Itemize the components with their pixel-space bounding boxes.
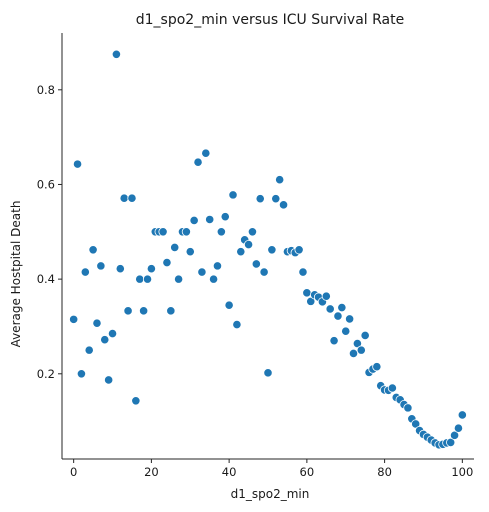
- data-point: [127, 193, 137, 203]
- data-point: [356, 345, 366, 355]
- x-tick-label: 60: [300, 465, 315, 479]
- y-tick-label: 0.6: [37, 177, 55, 191]
- data-point: [325, 304, 335, 314]
- plot-area: [69, 49, 467, 450]
- x-tick-label: 0: [70, 465, 77, 479]
- data-point: [372, 362, 382, 372]
- data-point: [69, 314, 79, 324]
- data-point: [197, 267, 207, 277]
- data-point: [142, 274, 153, 284]
- data-point: [247, 227, 258, 237]
- data-point: [275, 175, 285, 185]
- data-point: [104, 375, 114, 385]
- data-point: [224, 300, 234, 310]
- data-point: [170, 242, 180, 253]
- data-point: [387, 383, 397, 393]
- data-point: [139, 306, 149, 316]
- data-point: [298, 267, 308, 277]
- y-tick-label: 0.2: [37, 367, 55, 381]
- data-point: [88, 245, 98, 255]
- data-point: [185, 247, 195, 257]
- data-point: [449, 430, 460, 440]
- data-point: [201, 148, 211, 158]
- data-point: [259, 267, 269, 277]
- data-point: [220, 212, 230, 222]
- data-point: [84, 345, 94, 355]
- data-point: [236, 247, 246, 257]
- data-point: [271, 194, 281, 204]
- data-point: [111, 49, 122, 59]
- data-point: [76, 369, 87, 379]
- data-point: [92, 318, 102, 328]
- data-point: [278, 200, 289, 210]
- data-point: [166, 306, 176, 316]
- data-point: [321, 291, 331, 301]
- data-point: [131, 396, 141, 406]
- y-axis-label: Average Hostpital Death: [9, 201, 23, 348]
- data-point: [333, 311, 343, 321]
- data-point: [212, 261, 223, 271]
- data-point: [228, 190, 238, 200]
- data-point: [329, 336, 339, 346]
- data-point: [123, 306, 133, 316]
- data-point: [232, 319, 242, 330]
- data-point: [96, 261, 106, 271]
- data-point: [453, 423, 464, 433]
- data-point: [360, 330, 370, 341]
- x-axis-label: d1_spo2_min: [231, 487, 310, 501]
- data-point: [345, 314, 355, 324]
- data-point: [189, 215, 199, 226]
- data-point: [119, 193, 129, 203]
- data-point: [348, 348, 359, 359]
- data-point: [403, 403, 413, 413]
- data-point: [72, 159, 83, 169]
- x-tick-label: 80: [377, 465, 392, 479]
- data-point: [263, 368, 273, 378]
- data-point: [115, 264, 125, 274]
- data-point: [100, 335, 110, 345]
- data-point: [457, 410, 467, 420]
- chart-title: d1_spo2_min versus ICU Survival Rate: [136, 12, 404, 28]
- data-point: [267, 245, 277, 255]
- y-tick-label: 0.8: [37, 83, 55, 97]
- y-axis: 0.2 0.4 0.6 0.8: [37, 33, 63, 459]
- x-tick-label: 40: [222, 465, 237, 479]
- data-point: [208, 274, 219, 284]
- x-axis: 0 20 40 60 80 100: [62, 458, 474, 479]
- x-tick-label: 20: [144, 465, 159, 479]
- data-point: [243, 239, 254, 250]
- data-point: [216, 227, 226, 237]
- data-point: [294, 245, 304, 255]
- data-point: [337, 302, 347, 313]
- data-point: [302, 288, 312, 298]
- data-point: [255, 194, 265, 204]
- data-point: [181, 227, 191, 237]
- data-point: [107, 328, 118, 339]
- data-point: [158, 227, 168, 237]
- data-point: [446, 437, 456, 448]
- x-tick-label: 100: [451, 465, 473, 479]
- data-point: [135, 274, 145, 284]
- data-point: [162, 257, 172, 268]
- data-point: [205, 214, 215, 225]
- data-point: [80, 267, 90, 277]
- data-point: [193, 157, 203, 167]
- data-point: [174, 274, 184, 284]
- y-tick-label: 0.4: [37, 272, 55, 286]
- data-point: [251, 259, 261, 269]
- data-point: [341, 326, 351, 336]
- data-point: [146, 264, 156, 274]
